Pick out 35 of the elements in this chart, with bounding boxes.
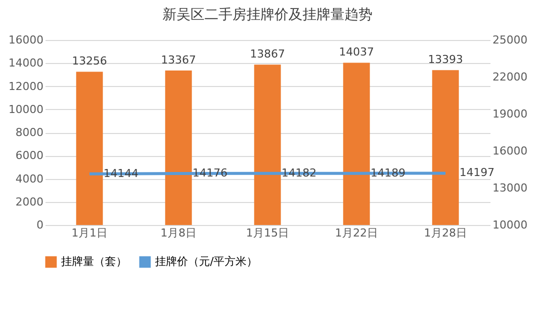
y2-tick-label: 10000 bbox=[492, 218, 528, 232]
y2-tick-label: 16000 bbox=[492, 144, 528, 158]
bar bbox=[254, 64, 281, 225]
data-label: 14189 bbox=[370, 166, 406, 180]
data-label: 13367 bbox=[161, 53, 196, 66]
x-tick-label: 1月15日 bbox=[246, 226, 289, 240]
legend-label: 挂牌价（元/平方米） bbox=[155, 255, 258, 268]
data-label: 14037 bbox=[339, 46, 374, 59]
y-tick-label: 10000 bbox=[8, 102, 44, 116]
legend-label: 挂牌量（套） bbox=[61, 255, 127, 268]
x-tick-label: 1月28日 bbox=[424, 226, 467, 240]
y2-tick-label: 13000 bbox=[492, 182, 528, 194]
x-tick-label: 1月22日 bbox=[335, 226, 378, 240]
data-label: 14197 bbox=[460, 166, 494, 180]
y-tick-label: 16000 bbox=[8, 34, 44, 46]
y-tick-label: 12000 bbox=[8, 80, 44, 93]
y2-tick-label: 19000 bbox=[492, 108, 528, 120]
y-tick-label: 0 bbox=[36, 218, 44, 232]
y-tick-label: 8000 bbox=[16, 126, 44, 139]
y-tick-label: 6000 bbox=[16, 149, 44, 162]
y-tick-label: 4000 bbox=[16, 172, 44, 186]
data-label: 13256 bbox=[72, 54, 107, 68]
y2-tick-label: 25000 bbox=[492, 34, 528, 46]
bar bbox=[343, 62, 370, 225]
bar bbox=[432, 70, 459, 225]
data-label: 13393 bbox=[428, 53, 463, 66]
chart-title: 新吴区二手房挂牌价及挂牌量趋势 bbox=[162, 7, 372, 23]
bar bbox=[76, 72, 103, 225]
bar bbox=[165, 70, 192, 225]
x-tick-label: 1月8日 bbox=[160, 226, 196, 240]
x-tick-label: 1月1日 bbox=[72, 226, 108, 240]
y-tick-label: 14000 bbox=[8, 56, 44, 70]
y2-tick-label: 22000 bbox=[492, 70, 528, 84]
data-label: 13867 bbox=[250, 48, 285, 61]
y-tick-label: 2000 bbox=[16, 195, 44, 208]
